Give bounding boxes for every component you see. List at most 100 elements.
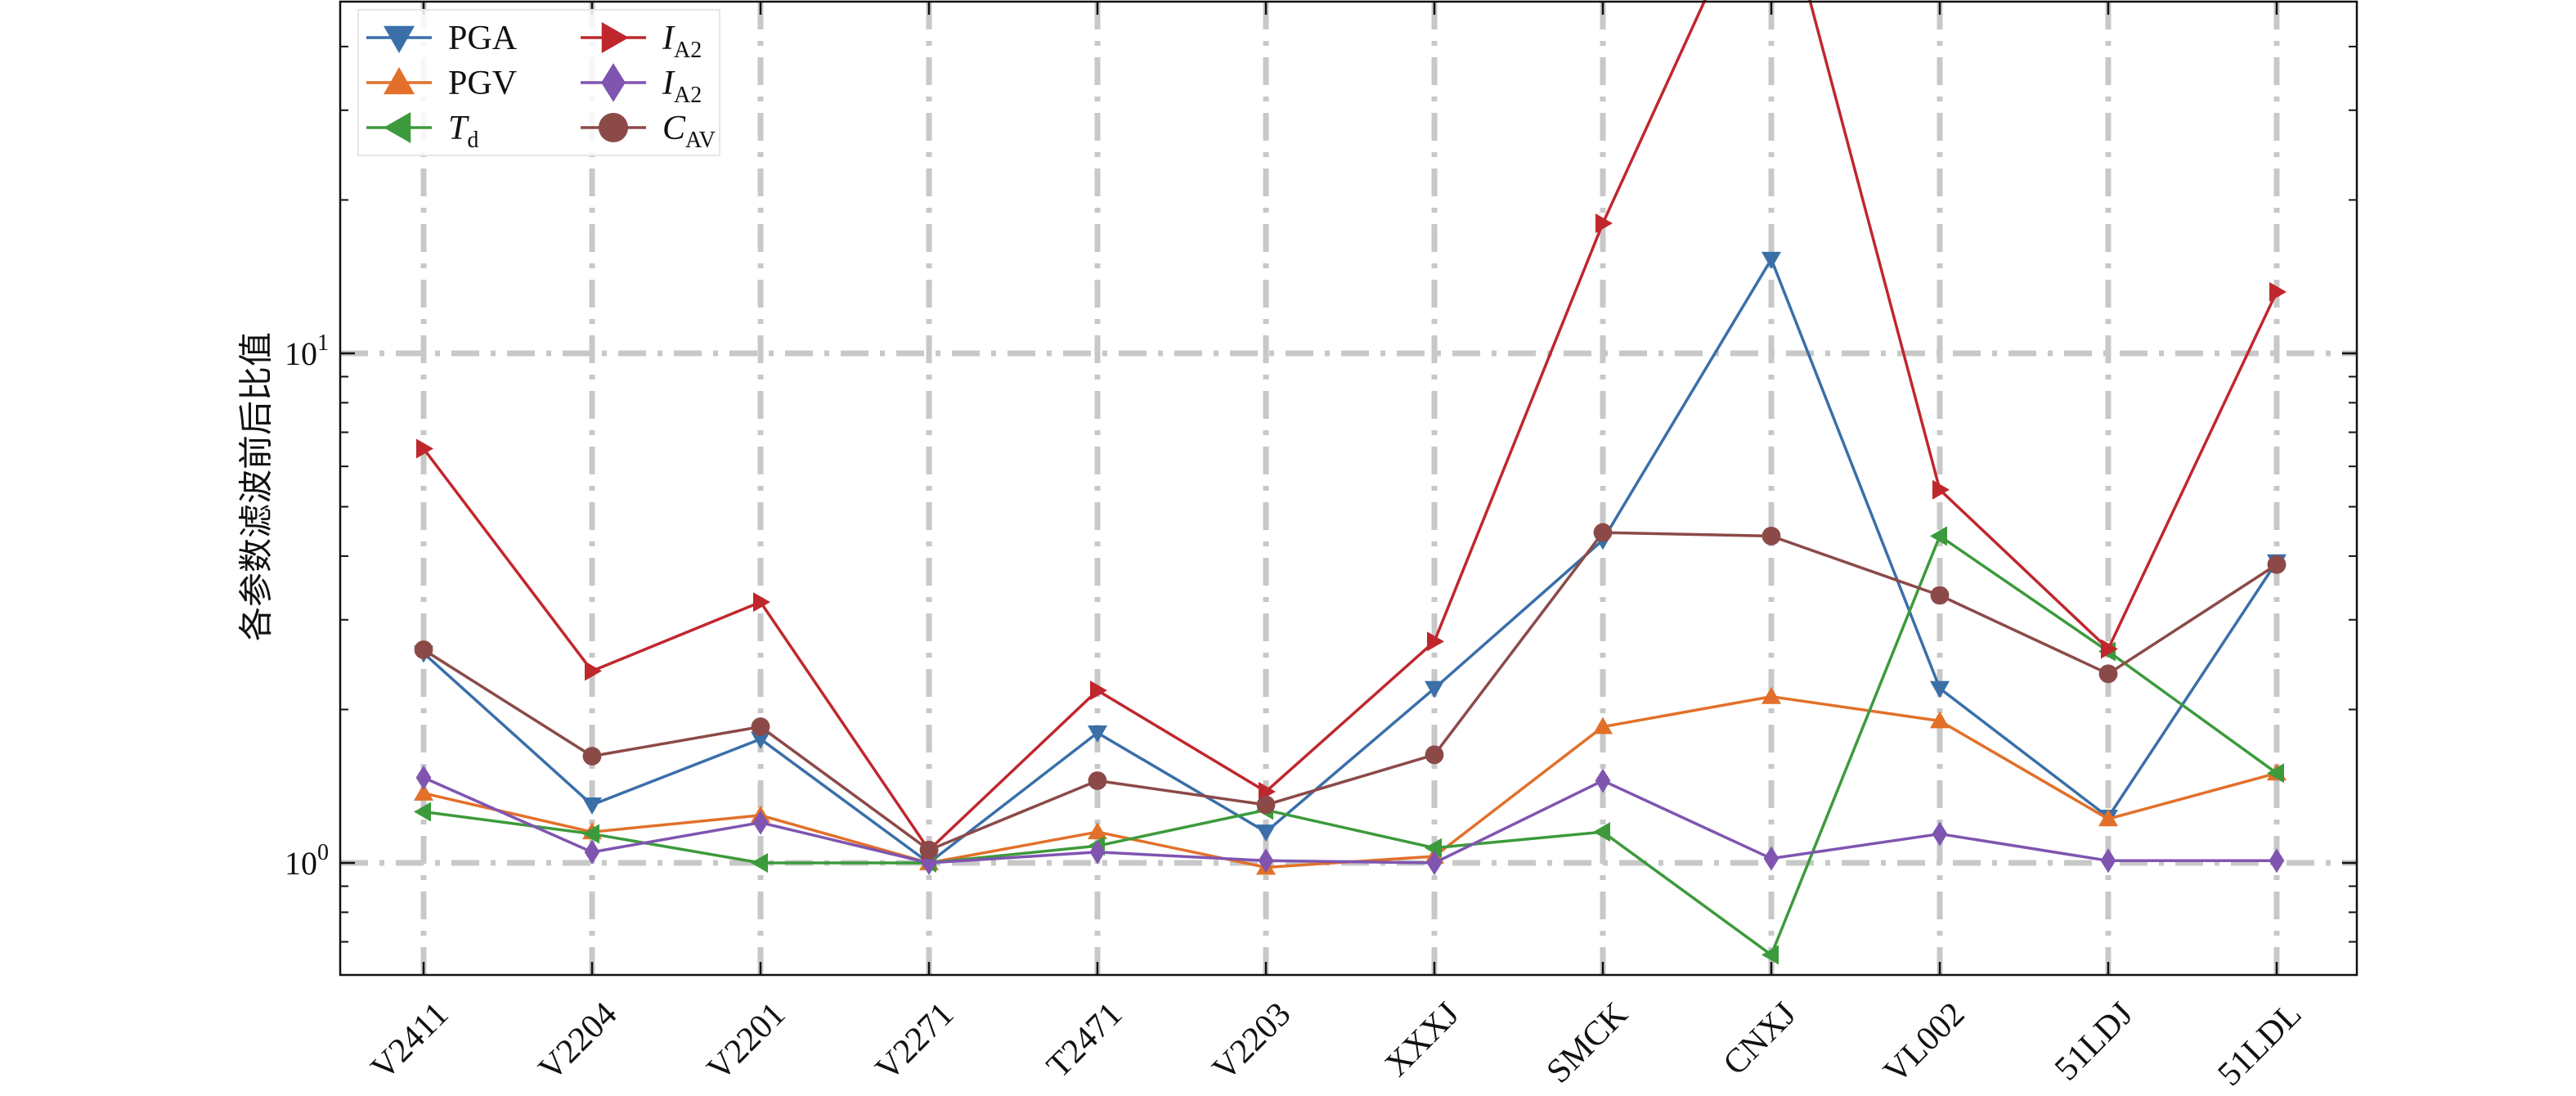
data-point: [1761, 945, 1779, 965]
data-point: [751, 717, 770, 736]
data-point: [753, 592, 770, 613]
legend-item: Td: [366, 110, 478, 153]
x-tick-label: 51LDJ: [2048, 995, 2140, 1088]
data-point: [1425, 745, 1444, 765]
legend-marker: [384, 25, 415, 53]
data-point: [1593, 716, 1613, 734]
data-point: [584, 839, 600, 865]
y-axis-label: 各参数滤波前后比值: [236, 332, 276, 641]
data-point: [1761, 526, 1781, 546]
data-point: [1089, 839, 1106, 865]
data-point: [1763, 846, 1779, 871]
x-tick-label: T2471: [1039, 995, 1129, 1085]
data-point: [2269, 848, 2285, 874]
data-point: [1761, 686, 1781, 704]
data-point: [585, 661, 602, 681]
data-point: [1258, 848, 1274, 874]
data-point: [919, 840, 939, 860]
series-ia2: [415, 765, 2285, 875]
data-point: [1088, 822, 1107, 840]
series-cav: [414, 523, 2287, 860]
x-tick-label: XXXJ: [1378, 995, 1466, 1084]
data-point: [1932, 821, 1948, 847]
data-point: [1088, 725, 1107, 743]
series-layer: [414, 0, 2287, 965]
data-point: [414, 640, 433, 659]
data-point: [1256, 824, 1276, 842]
x-tick-label: V2204: [532, 995, 624, 1088]
legend-marker: [384, 112, 411, 143]
data-point: [2267, 555, 2287, 574]
x-tick-label: V2271: [868, 995, 961, 1088]
data-point: [2098, 664, 2118, 684]
series-line: [423, 776, 2277, 865]
data-point: [1930, 526, 1947, 546]
legend-label: CAV: [662, 110, 716, 153]
data-point: [2098, 809, 2118, 827]
data-point: [1427, 631, 1444, 652]
y-tick-label: 101: [285, 330, 329, 372]
data-point: [1593, 523, 1613, 542]
legend-item: PGV: [366, 65, 517, 102]
data-point: [1425, 681, 1444, 698]
data-point: [582, 824, 599, 844]
legend-marker: [601, 63, 626, 102]
data-point: [1256, 795, 1276, 815]
legend-item: PGA: [366, 20, 518, 57]
series-line: [423, 534, 2278, 957]
legend-label: Td: [448, 110, 478, 153]
data-point: [2267, 763, 2284, 784]
legend-item: CAV: [581, 110, 716, 153]
legend-label: PGA: [448, 20, 518, 57]
data-point: [751, 731, 770, 749]
data-point: [2269, 281, 2287, 302]
legend-label: PGV: [448, 65, 517, 102]
x-tick-label: SMCK: [1540, 995, 1636, 1091]
legend-item: IA2: [581, 20, 702, 63]
data-point: [752, 810, 769, 835]
data-point: [414, 783, 433, 801]
x-tick-label: VL002: [1877, 995, 1972, 1091]
data-point: [1595, 768, 1611, 793]
data-point: [1425, 838, 1442, 858]
data-point: [1761, 251, 1781, 269]
data-point: [1930, 586, 1950, 605]
plot-frame: [339, 0, 2358, 977]
data-point: [414, 802, 431, 822]
data-point: [1426, 851, 1443, 875]
series-line: [422, 258, 2278, 865]
x-tick-label: V2203: [1205, 995, 1298, 1088]
series-line: [423, 694, 2278, 869]
x-tick-label: 51LDL: [2210, 995, 2309, 1094]
data-point: [2100, 848, 2116, 874]
x-tick-label: V2201: [700, 995, 792, 1088]
data-point: [582, 747, 602, 766]
y-tick-label: 100: [285, 840, 329, 882]
legend-marker: [598, 112, 629, 143]
data-point: [1930, 681, 1950, 698]
data-point: [1932, 479, 1950, 500]
data-point: [582, 797, 602, 815]
tick-layer: V2411 V2204 V2201 V2271 T2471 V2203 XXXJ SMCK CN…: [285, 2, 2357, 1094]
data-point: [416, 438, 433, 459]
legend-marker: [601, 22, 629, 53]
data-point: [1088, 771, 1107, 790]
legend-label: IA2: [662, 65, 702, 108]
data-point: [2101, 639, 2118, 659]
series-line: [422, 0, 2278, 851]
series-line: [423, 531, 2278, 851]
series-td: [414, 526, 2284, 965]
data-point: [415, 765, 432, 790]
x-tick-label: V2411: [364, 995, 456, 1087]
legend-item: IA2: [581, 63, 702, 108]
data-point: [1593, 822, 1610, 842]
data-point: [1090, 681, 1107, 701]
x-tick-label: CNXJ: [1717, 995, 1804, 1083]
data-point: [751, 853, 768, 873]
data-point: [1930, 711, 1950, 729]
data-point: [1595, 213, 1613, 233]
legend-marker: [384, 67, 415, 95]
legend-label: IA2: [662, 20, 702, 63]
